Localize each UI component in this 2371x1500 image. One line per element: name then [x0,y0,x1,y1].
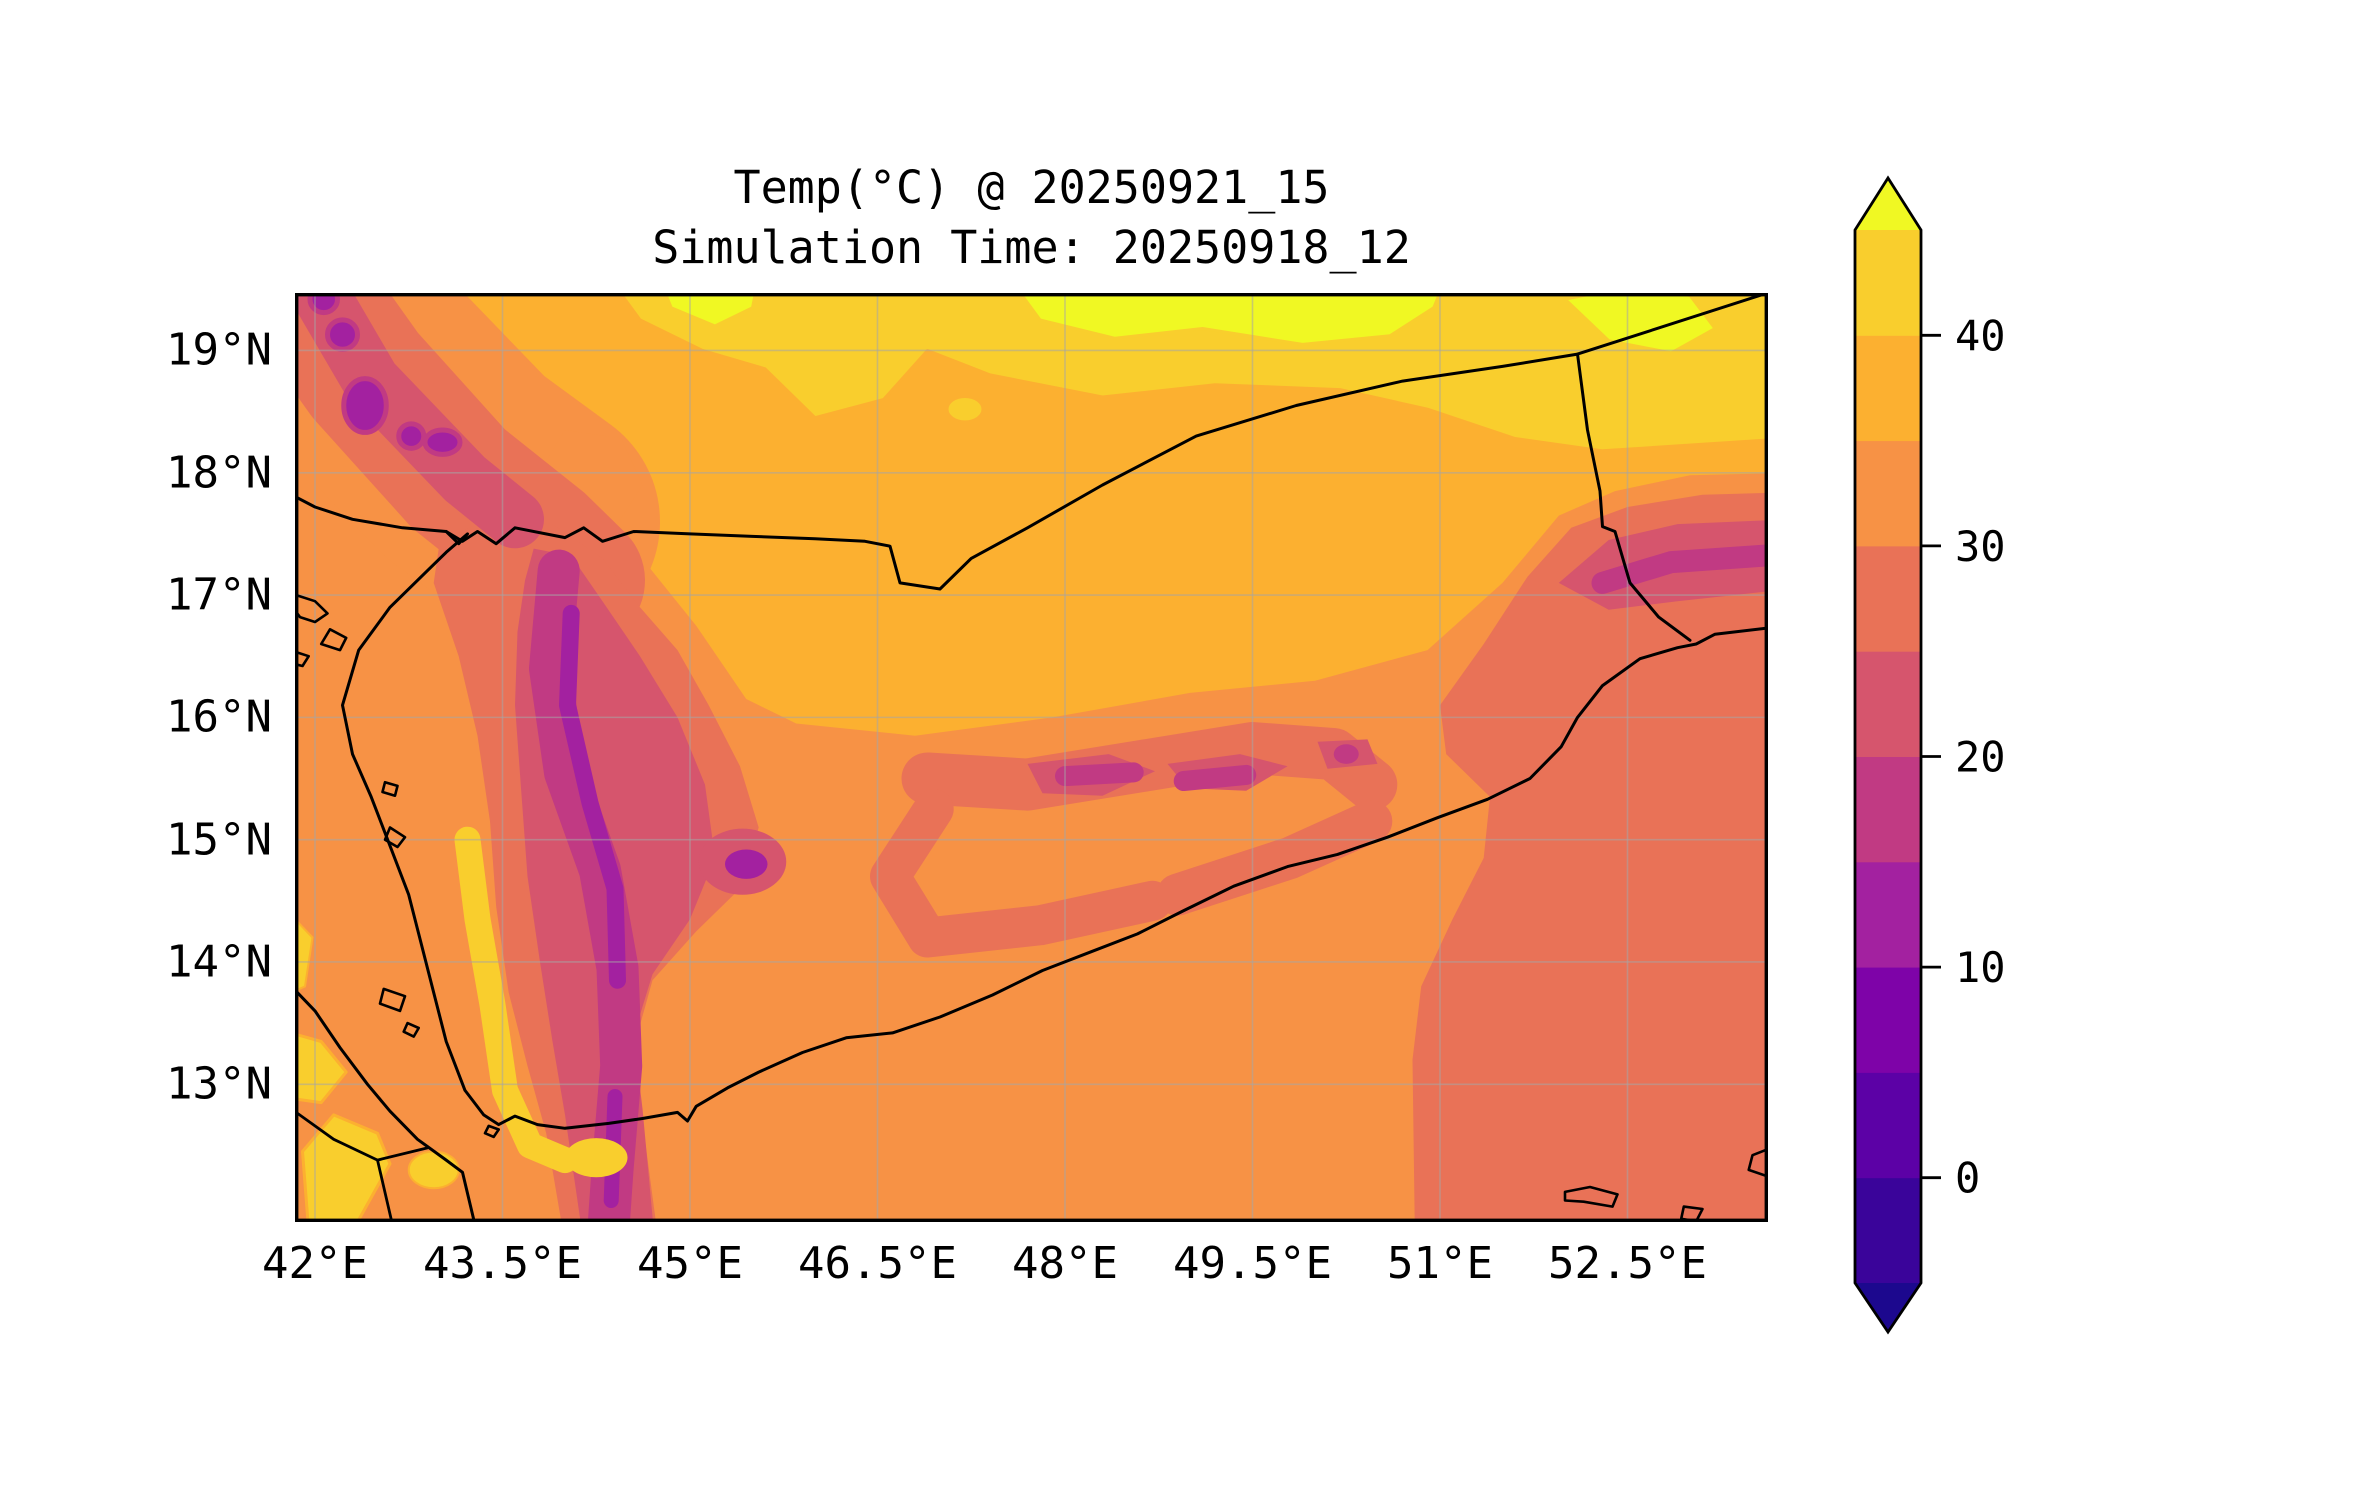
colorbar-outline [1853,175,1923,1335]
y-tick-label: 18°N [166,447,272,499]
contour-spot [341,376,389,435]
x-tick-label: 52.5°E [1548,1238,1707,1289]
colorbar: 40 30 20 10 0 [1850,175,2110,1340]
colorbar-band [1855,651,1921,757]
contour-spot [565,1138,628,1178]
contour-band [454,826,578,1174]
border-saudi [444,293,1768,591]
border-africa-2 [376,1146,429,1162]
contour-band [1173,764,1257,791]
colorbar-tick-label: 10 [1955,943,2006,992]
x-tick-label: 49.5°E [1173,1238,1332,1289]
y-tick-label: 19°N [166,324,272,376]
colorbar-band [1855,1072,1921,1179]
figure-title: Temp(°C) @ 20250921_15 Simulation Time: 2… [295,158,1768,278]
contour-spot [407,1150,460,1190]
x-tick-label: 51°E [1387,1238,1493,1289]
contour-band [1055,762,1144,787]
y-tick-label: 15°N [166,814,272,866]
temperature-contour-map [295,293,1768,1222]
colorbar-band [1855,756,1921,863]
island-perim [483,1124,500,1139]
contour-spot [307,293,340,316]
island-hanish [402,1021,420,1038]
colorbar-extend-under [1855,1283,1921,1332]
map-axes [295,293,1768,1222]
contour-spot [422,427,463,457]
contour-band [295,1032,348,1105]
border-africa-3 [376,1158,394,1222]
contour-spot [325,317,360,352]
contour-band [559,604,626,989]
contour-band [295,917,314,992]
y-tick-label: 17°N [166,569,272,621]
contour-spot [946,395,984,423]
colorbar-tick-label: 0 [1955,1154,1980,1203]
x-tick-label: 48°E [1012,1238,1118,1289]
axes-frame [295,293,1768,1222]
contour-band [870,789,1173,958]
contour-spot [725,849,768,879]
island-farasan [295,650,310,668]
colorbar-tick-label: 20 [1955,733,2006,782]
island-small [383,826,407,849]
coastline-arabia [295,494,1768,1130]
colorbar-band [1855,335,1921,442]
y-tick-label: 13°N [166,1058,272,1110]
colorbar-band [1855,545,1921,652]
island-farasan [319,628,348,652]
x-tick-label: 42°E [262,1238,368,1289]
coastline-africa [295,987,476,1222]
colorbar-extend-over [1855,178,1921,230]
colorbar-tick-label: 30 [1955,522,2006,571]
contour-band [1156,800,1393,916]
contour-band [1591,544,1768,594]
border-oman-yemen [1576,352,1692,642]
contour-spot [1333,744,1359,764]
contour-band-over-45 [1563,293,1717,355]
x-tick-label: 45°E [637,1238,743,1289]
title-line-1: Temp(°C) @ 20250921_15 [733,161,1330,214]
colorbar-tick-label: 40 [1955,311,2006,360]
contour-spot [396,421,427,451]
x-tick-label: 46.5°E [798,1238,957,1289]
colorbar-band [1855,861,1921,968]
y-tick-label: 14°N [166,936,272,988]
title-line-2: Simulation Time: 20250918_12 [652,221,1411,274]
contour-band [1412,492,1768,1222]
contour-band-over-45 [663,293,758,328]
island-kamaran [381,780,399,797]
colorbar-band [1855,230,1921,336]
y-tick-label: 16°N [166,691,272,743]
island-southeast [1563,1185,1619,1208]
island-farasan [295,593,329,624]
island-hanish [378,987,407,1013]
colorbar-band [1855,1177,1921,1284]
colorbar-band [1855,440,1921,547]
coastal-feature-right-edge [1747,1147,1768,1178]
contour-band [301,1113,392,1222]
colorbar-band [1855,967,1921,1073]
x-tick-label: 43.5°E [423,1238,582,1289]
contour-band-40-45 [618,293,1768,453]
